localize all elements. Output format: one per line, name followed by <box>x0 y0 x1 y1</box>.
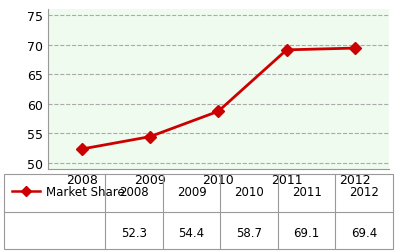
Text: 69.4: 69.4 <box>351 226 378 239</box>
Text: 58.7: 58.7 <box>236 226 262 239</box>
Text: 2009: 2009 <box>177 185 206 198</box>
Text: 2010: 2010 <box>234 185 264 198</box>
Text: Market Share: Market Share <box>46 185 124 198</box>
Text: 2011: 2011 <box>292 185 322 198</box>
Text: 69.1: 69.1 <box>293 226 320 239</box>
Text: 2008: 2008 <box>119 185 149 198</box>
Text: 52.3: 52.3 <box>121 226 147 239</box>
Text: 54.4: 54.4 <box>179 226 204 239</box>
Text: 2012: 2012 <box>349 185 379 198</box>
